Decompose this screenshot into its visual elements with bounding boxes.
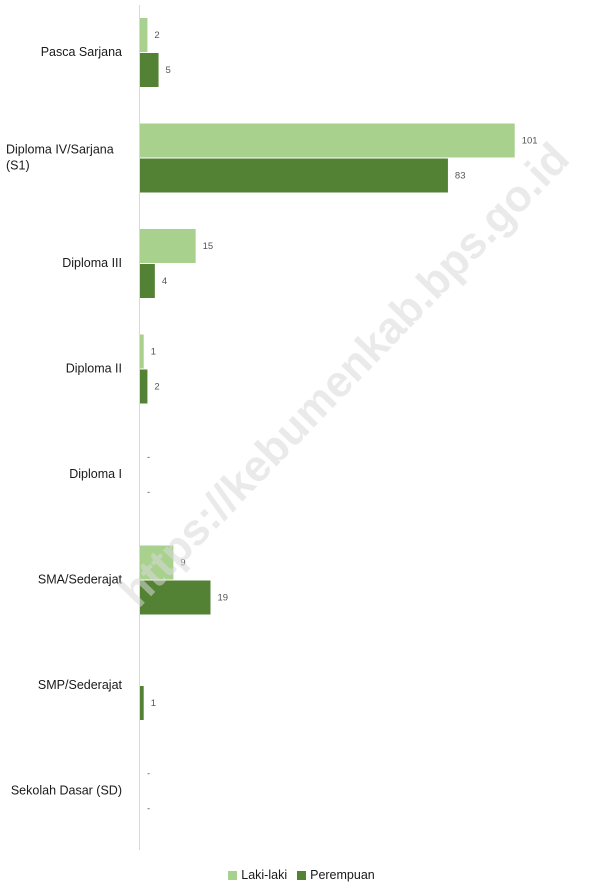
data-label-perempuan-pasca-sarjana: 5 — [166, 65, 171, 76]
bar-perempuan-diploma-ii — [140, 369, 148, 404]
category-label-diploma-i: Diploma I — [69, 467, 122, 481]
bar-perempuan-sma-sederajat — [140, 580, 211, 615]
category-label-sekolah-dasar-sd: Sekolah Dasar (SD) — [11, 784, 122, 798]
data-label-perempuan-diploma-i: - — [147, 487, 150, 498]
legend-swatch-perempuan — [297, 870, 307, 880]
bar-perempuan-smp-sederajat — [140, 686, 144, 720]
data-label-laki-laki-diploma-iii: 15 — [203, 241, 214, 252]
category-label-line: Diploma IV/Sarjana — [6, 143, 114, 157]
category-label-diploma-ii: Diploma II — [66, 362, 122, 376]
bar-laki-laki-pasca-sarjana — [140, 18, 148, 52]
bar-laki-laki-diploma-ii — [140, 334, 144, 369]
category-label-diploma-iv-sarjana-s1: Diploma IV/Sarjana (S1) — [6, 143, 114, 173]
data-label-perempuan-sma-sederajat: 19 — [217, 593, 228, 604]
legend-item-laki-laki: Laki-laki — [228, 868, 287, 882]
data-label-perempuan-diploma-iii: 4 — [162, 276, 167, 287]
data-label-laki-laki-sma-sederajat: 9 — [180, 558, 185, 569]
bar-laki-laki-sma-sederajat — [140, 545, 174, 580]
bar-perempuan-pasca-sarjana — [140, 53, 159, 87]
data-label-laki-laki-sekolah-dasar-sd: - — [147, 769, 150, 780]
legend-swatch-laki-laki — [228, 870, 238, 880]
bars — [140, 18, 515, 720]
watermark-text: https://kebumenkab.bps.go.id — [110, 134, 578, 616]
legend-label-laki-laki: Laki-laki — [241, 868, 288, 882]
legend-label-perempuan: Perempuan — [310, 868, 375, 882]
data-label-perempuan-smp-sederajat: 1 — [151, 698, 156, 709]
data-label-laki-laki-diploma-iv-sarjana-s1: 101 — [522, 136, 538, 147]
bar-perempuan-diploma-iii — [140, 264, 155, 298]
data-label-laki-laki-pasca-sarjana: 2 — [154, 30, 159, 41]
category-label-diploma-iii: Diploma III — [62, 256, 122, 270]
bar-laki-laki-diploma-iv-sarjana-s1 — [140, 123, 515, 158]
bar-perempuan-diploma-iv-sarjana-s1 — [140, 158, 448, 193]
bar-laki-laki-diploma-iii — [140, 229, 196, 263]
data-label-laki-laki-diploma-ii: 1 — [151, 347, 156, 358]
legend-item-perempuan: Perempuan — [297, 868, 375, 882]
category-label-smp-sederajat: SMP/Sederajat — [38, 678, 123, 692]
legend: Laki-laki Perempuan — [0, 868, 603, 882]
category-label-line: (S1) — [6, 159, 30, 173]
category-label-pasca-sarjana: Pasca Sarjana — [41, 45, 122, 59]
data-label-perempuan-sekolah-dasar-sd: - — [147, 804, 150, 815]
category-label-sma-sederajat: SMA/Sederajat — [38, 573, 123, 587]
data-label-perempuan-diploma-iv-sarjana-s1: 83 — [455, 171, 466, 182]
data-label-perempuan-diploma-ii: 2 — [154, 382, 159, 393]
data-labels: 2 5 101 83 15 4 1 2 - - 9 19 1 - - — [147, 30, 538, 815]
data-label-laki-laki-diploma-i: - — [147, 452, 150, 463]
